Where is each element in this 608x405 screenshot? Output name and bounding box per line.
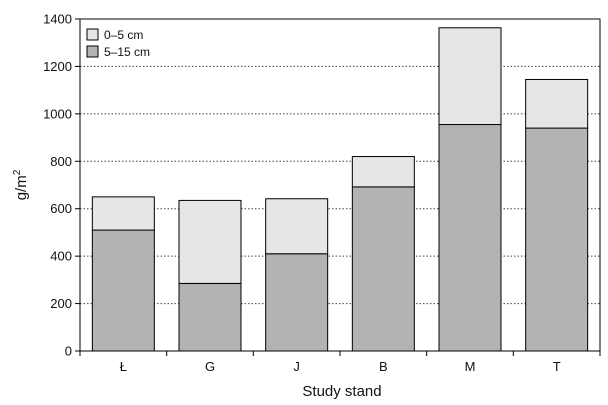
bar-B-series-0 xyxy=(351,186,415,352)
x-tick-label-0: Ł xyxy=(120,359,127,374)
x-tick-label-3: B xyxy=(379,359,388,374)
bar-J-series-0 xyxy=(265,253,329,352)
bar-B-series-1 xyxy=(351,156,415,188)
y-tick-label-400: 400 xyxy=(50,249,72,264)
y-axis-title-superscript: 2 xyxy=(12,169,23,175)
y-axis-ticks: 0 200 400 600 800 1000 1200 1400 xyxy=(43,12,80,359)
y-tick-label-200: 200 xyxy=(50,296,72,311)
y-tick-label-600: 600 xyxy=(50,201,72,216)
bar-M-series-0 xyxy=(438,124,502,352)
bar-Ł-series-1 xyxy=(91,196,155,231)
x-tick-label-4: M xyxy=(465,359,476,374)
y-axis-title: g/m2 xyxy=(12,169,30,200)
y-tick-label-1000: 1000 xyxy=(43,106,72,121)
axes xyxy=(79,18,601,352)
bar-M-series-1 xyxy=(438,27,502,126)
legend: 0–5 cm 5–15 cm xyxy=(86,28,150,59)
plot-frame xyxy=(79,18,601,352)
bars xyxy=(91,27,589,352)
legend-swatch-0-5cm xyxy=(86,28,99,41)
y-tick-label-1200: 1200 xyxy=(43,59,72,74)
bar-G-series-1 xyxy=(178,199,242,284)
bar-Ł-series-0 xyxy=(91,229,155,352)
bar-T-series-0 xyxy=(525,127,589,352)
grid-lines xyxy=(80,18,600,305)
legend-label-5-15cm: 5–15 cm xyxy=(104,45,150,59)
x-tick-label-2: J xyxy=(293,359,300,374)
y-tick-label-800: 800 xyxy=(50,154,72,169)
y-tick-label-0: 0 xyxy=(65,344,72,359)
bar-J-series-1 xyxy=(265,198,329,255)
x-axis-title: Study stand xyxy=(302,383,381,400)
bar-T-series-1 xyxy=(525,78,589,129)
legend-swatch-5-15cm xyxy=(86,45,99,58)
legend-label-0-5cm: 0–5 cm xyxy=(104,28,143,42)
bar-G-series-0 xyxy=(178,282,242,352)
x-tick-label-1: G xyxy=(205,359,215,374)
x-tick-label-5: T xyxy=(553,359,561,374)
y-tick-label-1400: 1400 xyxy=(43,12,72,27)
